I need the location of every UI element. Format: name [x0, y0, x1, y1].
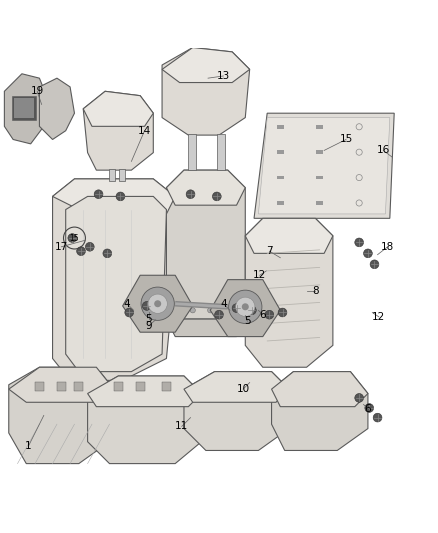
- Circle shape: [373, 413, 382, 422]
- Text: 1: 1: [25, 441, 32, 451]
- Polygon shape: [162, 47, 250, 135]
- Bar: [277, 201, 284, 205]
- Polygon shape: [254, 113, 394, 219]
- Circle shape: [265, 310, 274, 319]
- Polygon shape: [9, 367, 114, 402]
- Text: 10: 10: [237, 384, 250, 394]
- Polygon shape: [4, 74, 48, 144]
- Circle shape: [125, 308, 134, 317]
- Bar: [316, 176, 323, 179]
- Text: 4: 4: [220, 298, 227, 309]
- Polygon shape: [83, 91, 153, 170]
- Circle shape: [278, 308, 287, 317]
- Circle shape: [116, 192, 125, 201]
- Text: 15: 15: [70, 233, 79, 243]
- Circle shape: [103, 249, 112, 258]
- Polygon shape: [272, 372, 368, 407]
- Circle shape: [229, 290, 262, 324]
- Polygon shape: [53, 179, 175, 214]
- Polygon shape: [184, 372, 289, 450]
- Circle shape: [85, 243, 94, 251]
- Polygon shape: [184, 372, 289, 402]
- Bar: [14, 98, 34, 118]
- Text: 6: 6: [259, 310, 266, 320]
- Polygon shape: [9, 367, 114, 464]
- Polygon shape: [258, 118, 390, 214]
- Circle shape: [232, 304, 241, 312]
- Polygon shape: [272, 372, 368, 450]
- Circle shape: [208, 308, 213, 313]
- Text: 7: 7: [266, 246, 273, 256]
- Circle shape: [186, 190, 195, 199]
- Text: 12: 12: [253, 270, 266, 280]
- Polygon shape: [166, 319, 245, 336]
- Polygon shape: [66, 197, 166, 372]
- Polygon shape: [53, 179, 175, 381]
- Text: 6: 6: [364, 404, 371, 414]
- Circle shape: [370, 260, 379, 269]
- Bar: [316, 201, 323, 205]
- Text: 14: 14: [138, 126, 151, 136]
- Polygon shape: [210, 280, 280, 336]
- Circle shape: [142, 302, 151, 310]
- Polygon shape: [123, 275, 193, 332]
- Bar: [188, 134, 196, 170]
- Text: 9: 9: [145, 321, 152, 330]
- Bar: [316, 125, 323, 128]
- Text: 18: 18: [381, 242, 394, 252]
- Circle shape: [247, 306, 256, 314]
- Polygon shape: [88, 376, 201, 464]
- Bar: [74, 382, 83, 391]
- Circle shape: [364, 249, 372, 258]
- Text: 5: 5: [145, 314, 152, 324]
- Text: 17: 17: [55, 242, 68, 252]
- Circle shape: [215, 310, 223, 319]
- Bar: [316, 150, 323, 154]
- Text: 19: 19: [31, 86, 44, 96]
- Circle shape: [148, 294, 167, 313]
- Bar: [277, 125, 284, 128]
- Bar: [35, 382, 44, 391]
- Circle shape: [365, 403, 374, 413]
- Polygon shape: [162, 47, 250, 83]
- Polygon shape: [245, 219, 333, 367]
- Bar: [217, 134, 225, 170]
- Circle shape: [141, 287, 174, 320]
- Circle shape: [212, 192, 221, 201]
- Polygon shape: [39, 78, 74, 140]
- Circle shape: [154, 300, 161, 307]
- Text: 11: 11: [175, 422, 188, 431]
- Circle shape: [190, 308, 195, 313]
- Circle shape: [355, 238, 364, 247]
- Circle shape: [77, 247, 85, 255]
- Polygon shape: [88, 376, 201, 407]
- Text: 13: 13: [217, 71, 230, 81]
- Circle shape: [68, 233, 77, 243]
- Polygon shape: [166, 170, 245, 205]
- Polygon shape: [166, 170, 245, 319]
- Polygon shape: [83, 91, 153, 126]
- Polygon shape: [245, 219, 333, 253]
- Bar: [114, 382, 123, 391]
- Bar: [162, 382, 171, 391]
- Text: 5: 5: [244, 316, 251, 326]
- Text: 15: 15: [339, 134, 353, 144]
- Bar: [277, 176, 284, 179]
- Bar: [12, 96, 36, 120]
- Bar: [119, 169, 125, 181]
- Text: 4: 4: [124, 298, 131, 309]
- Text: 8: 8: [312, 286, 319, 296]
- Circle shape: [225, 308, 230, 313]
- Bar: [277, 150, 284, 154]
- Text: 16: 16: [377, 146, 390, 156]
- Circle shape: [242, 303, 249, 310]
- Bar: [109, 169, 115, 181]
- Circle shape: [236, 297, 255, 317]
- Text: 12: 12: [372, 312, 385, 322]
- Circle shape: [94, 190, 103, 199]
- Circle shape: [355, 393, 364, 402]
- Bar: [57, 382, 66, 391]
- Bar: [136, 382, 145, 391]
